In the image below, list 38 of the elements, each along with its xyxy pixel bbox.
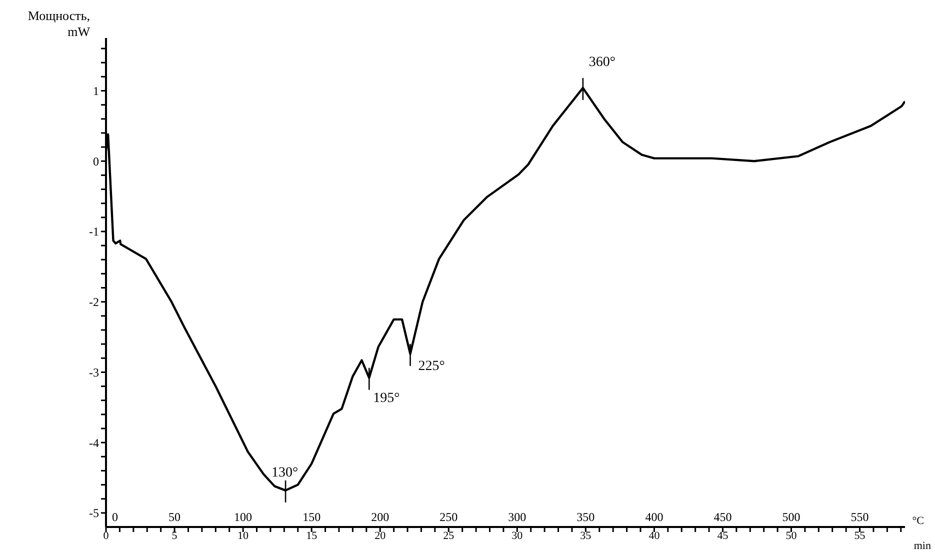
x2-tick-label: 150 bbox=[302, 510, 321, 524]
x2-tick-label: 350 bbox=[576, 510, 595, 524]
x-tick-label: 30 bbox=[512, 530, 524, 542]
y-tick-label: 1 bbox=[93, 84, 99, 98]
x2-tick-label: 500 bbox=[782, 510, 800, 524]
x2-tick-label: 300 bbox=[508, 510, 526, 524]
x2-tick-label: 0 bbox=[112, 510, 118, 524]
annotation: 130° bbox=[272, 465, 298, 480]
x-tick-label: 55 bbox=[854, 530, 866, 542]
y-axis-title: Мощность, mW bbox=[26, 8, 90, 40]
x2-tick-label: 550 bbox=[850, 510, 869, 524]
y-tick-label: -4 bbox=[89, 436, 99, 450]
x2-tick-label: 250 bbox=[440, 510, 458, 524]
x-tick-label: 15 bbox=[306, 530, 318, 542]
x-tick-label: 0 bbox=[103, 530, 110, 542]
y-tick-label: -1 bbox=[89, 224, 99, 239]
annotation: 195° bbox=[373, 390, 400, 406]
y-tick-label: 0 bbox=[93, 154, 99, 168]
x-tick-label: 35 bbox=[580, 530, 592, 542]
x-tick-label: 5 bbox=[172, 530, 178, 542]
x2-tick-label: 100 bbox=[234, 510, 252, 524]
x-tick-label: 45 bbox=[717, 530, 729, 542]
annotation: 225° bbox=[418, 358, 445, 374]
y-tick-label: -5 bbox=[89, 506, 99, 520]
y-tick-label: -2 bbox=[89, 295, 99, 310]
y-tick-label: -3 bbox=[89, 365, 99, 380]
x-tick-label: 50 bbox=[786, 530, 798, 542]
x-tick-label: 20 bbox=[374, 530, 386, 542]
x2-tick-label: 50 bbox=[168, 510, 181, 524]
x-tick-label: 40 bbox=[648, 530, 660, 542]
x-tick-label: 10 bbox=[238, 530, 250, 542]
x2-tick-label: 200 bbox=[371, 510, 390, 524]
annotation: 360° bbox=[588, 54, 616, 70]
x2-axis-title: °C bbox=[912, 514, 924, 527]
x2-tick-label: 400 bbox=[645, 510, 664, 524]
x2-tick-label: 450 bbox=[714, 510, 732, 524]
x-axis-title: min bbox=[914, 540, 932, 552]
x-tick-label: 25 bbox=[443, 530, 455, 542]
